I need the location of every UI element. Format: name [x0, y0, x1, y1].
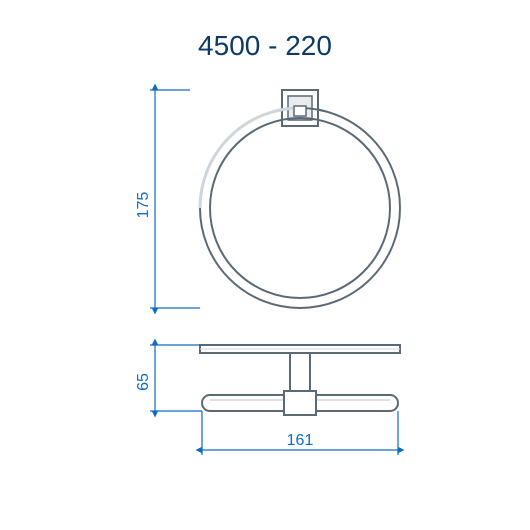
dim-height-side: 65: [135, 345, 202, 411]
technical-drawing-canvas: 4500 - 220 175: [0, 0, 530, 530]
side-view: [200, 345, 400, 415]
dim-width: 161: [202, 411, 398, 455]
bracket-post: [294, 106, 306, 116]
drawing-svg: 175 65 161: [0, 0, 530, 530]
dim-text-175: 175: [135, 192, 152, 219]
dim-height-front: 175: [135, 90, 200, 308]
bracket-side: [284, 391, 316, 415]
front-view: [200, 90, 400, 308]
dim-text-161: 161: [287, 432, 314, 449]
dim-text-65: 65: [135, 373, 152, 391]
ring-inner: [210, 118, 390, 298]
post: [290, 353, 310, 395]
